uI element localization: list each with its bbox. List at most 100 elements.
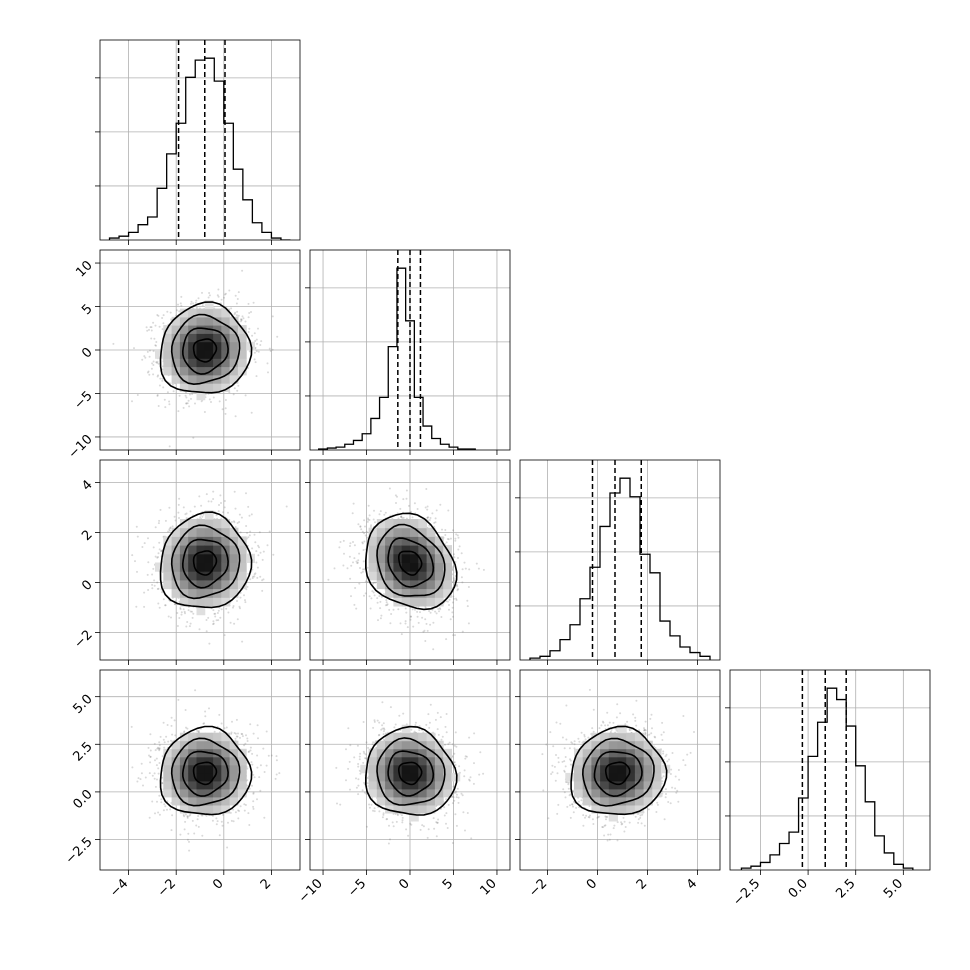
density-cell [179, 366, 189, 376]
scatter-point [149, 349, 151, 352]
scatter-point [159, 377, 162, 380]
scatter-point [394, 494, 397, 497]
density-cell [171, 341, 181, 351]
scatter-point [260, 340, 263, 343]
scatter-point [360, 571, 363, 574]
contour-line [159, 511, 253, 609]
scatter-point [253, 575, 256, 578]
density-cell [163, 333, 173, 343]
density-cell [196, 350, 206, 359]
scatter-point [157, 602, 160, 605]
scatter-point [441, 528, 443, 531]
scatter-point [271, 348, 274, 351]
density-cell [213, 383, 222, 392]
scatter-point [156, 360, 159, 363]
scatter-point [240, 319, 243, 322]
scatter-point [156, 581, 159, 584]
scatter-point [247, 331, 250, 333]
density-cell [188, 571, 197, 581]
scatter-point [176, 612, 179, 614]
scatter-point [405, 611, 408, 614]
scatter-point [164, 406, 167, 409]
density-cell [188, 374, 197, 384]
density-cell [221, 553, 231, 563]
scatter-point [452, 634, 455, 637]
scatter-point [158, 541, 161, 544]
density-cell [171, 358, 181, 368]
scatter-point [157, 522, 160, 525]
scatter-point [384, 604, 387, 607]
scatter-point [216, 612, 219, 614]
scatter-point [157, 556, 159, 558]
scatter-point [261, 579, 264, 582]
scatter-point [157, 405, 160, 407]
scatter-point [452, 529, 455, 532]
scatter-point [178, 394, 181, 397]
scatter-point [259, 551, 262, 554]
scatter-point [143, 542, 146, 545]
density-cell [179, 519, 189, 529]
scatter-point [416, 508, 419, 510]
scatter-point [356, 562, 359, 565]
scatter-point [246, 531, 249, 534]
scatter-point [428, 519, 431, 521]
scatter-point [452, 597, 455, 600]
density-cell [221, 383, 231, 392]
density-cell [196, 519, 206, 529]
y-tick-label: 0 [79, 578, 95, 594]
scatter-point [150, 329, 153, 332]
scatter-point [178, 310, 181, 313]
scatter-point [259, 575, 262, 578]
scatter-point [276, 335, 279, 338]
scatter-point [223, 500, 226, 502]
density-cell [221, 519, 231, 529]
scatter-point [241, 640, 244, 643]
scatter-point [150, 326, 153, 329]
density-cell [171, 536, 181, 546]
density-cell [237, 545, 247, 555]
scatter-point [208, 398, 211, 401]
density-cell [196, 579, 206, 590]
scatter-point [179, 607, 182, 609]
scatter-point [362, 568, 364, 571]
scatter-point [373, 594, 376, 597]
density-cell [229, 316, 239, 326]
scatter-point [253, 358, 256, 361]
density-cell [213, 562, 222, 572]
scatter-point [189, 610, 192, 613]
scatter-point [216, 294, 219, 297]
scatter-point [363, 532, 366, 535]
scatter-point [146, 573, 149, 576]
scatter-point [145, 326, 148, 329]
scatter-point [358, 582, 361, 585]
scatter-point [253, 573, 256, 576]
scatter-point [232, 605, 235, 607]
scatter-point [177, 511, 180, 514]
scatter-point [245, 492, 247, 495]
scatter-point [464, 567, 467, 570]
density-cell [188, 350, 197, 359]
density-cell [196, 553, 206, 563]
scatter-point [218, 504, 220, 506]
density-cell [237, 579, 247, 590]
scatter-point [152, 567, 155, 570]
scatter-point [257, 350, 260, 353]
scatter-point [143, 355, 146, 358]
density-cell [229, 571, 239, 581]
scatter-point [362, 549, 365, 551]
density-cell [155, 350, 164, 359]
density-cell [163, 562, 173, 572]
scatter-point [342, 539, 345, 542]
scatter-point [379, 600, 382, 603]
scatter-point [201, 515, 204, 518]
scatter-point [143, 605, 146, 608]
scatter-point [199, 516, 202, 519]
scatter-point [353, 557, 356, 560]
scatter-point [188, 625, 191, 628]
scatter-point [255, 550, 258, 553]
density-cell [188, 316, 197, 326]
scatter-point [208, 642, 211, 645]
scatter-point [234, 294, 237, 297]
scatter-point [245, 525, 248, 527]
scatter-point [156, 394, 159, 397]
